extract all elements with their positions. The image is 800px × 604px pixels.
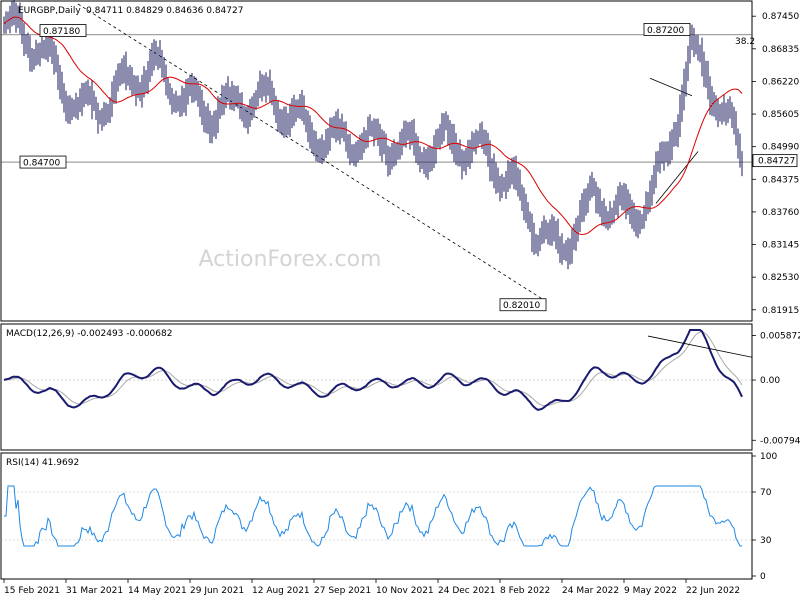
price-y-tick-label: 0.85605: [762, 110, 799, 120]
rsi-y-tick-label: 100: [760, 452, 777, 462]
x-tick-label: 10 Nov 2021: [376, 586, 434, 596]
channel-upper-line: [649, 77, 693, 97]
price-annotation-box: [643, 23, 691, 36]
watermark: ActionForex.com: [199, 247, 382, 272]
rsi-y-tick-label: 70: [760, 488, 772, 498]
x-tick-label: 27 Sep 2021: [314, 586, 371, 596]
current-price-label: 0.84727: [758, 157, 795, 167]
x-tick-label: 8 Feb 2022: [500, 586, 550, 596]
x-tick-label: 22 Jun 2022: [686, 586, 740, 596]
price-y-tick-label: 0.87450: [762, 12, 799, 22]
x-tick-label: 24 Dec 2021: [438, 586, 496, 596]
rsi-y-tick-label: 30: [760, 536, 772, 546]
macd-y-tick-label: 0.00: [760, 376, 780, 386]
x-tick-label: 29 Jun 2021: [190, 586, 244, 596]
macd-y-tick-label: -0.007945: [760, 436, 800, 446]
rsi-series-layer: [1, 485, 752, 547]
macd-line: [3, 329, 743, 411]
price-y-tick-label: 0.83145: [762, 241, 799, 251]
macd-series-layer: [1, 329, 753, 411]
price-y-tick-label: 0.84375: [762, 175, 799, 185]
fib-level-label: 38.2: [735, 37, 755, 47]
moving-average-line: [3, 16, 743, 236]
rsi-header: RSI(14) 41.9692: [6, 458, 79, 468]
axes-layer: 0.87450 0.86835 0.86220 0.85605 0.84990 0.843…: [3, 12, 800, 596]
price-y-tick-label: 0.82530: [762, 273, 799, 283]
x-tick-label: 15 Feb 2021: [4, 586, 60, 596]
price-annotation-label: 0.87180: [43, 27, 80, 37]
price-panel: [0, 0, 753, 322]
price-annotation-label: 0.82010: [503, 301, 540, 311]
price-annotation-box: [39, 24, 87, 37]
current-price-box: [752, 154, 798, 168]
price-y-tick-label: 0.86835: [762, 45, 799, 55]
price-y-tick-label: 0.86220: [762, 77, 799, 87]
price-header-symbol: EURGBP,Daily: [18, 6, 81, 16]
x-tick-label: 14 May 2021: [128, 586, 187, 596]
price-annotation-label: 0.84700: [23, 159, 60, 169]
rsi-line: [4, 485, 742, 547]
price-annotation-box: [19, 155, 67, 169]
x-tick-label: 9 May 2022: [624, 586, 677, 596]
rsi-y-tick-label: 0: [760, 572, 766, 582]
macd-panel: [0, 323, 753, 451]
x-tick-label: 31 Mar 2021: [66, 586, 123, 596]
price-y-tick-label: 0.83760: [762, 208, 799, 218]
channel-lower-line: [655, 151, 699, 204]
price-annotation-box: [499, 298, 547, 312]
x-tick-label: 12 Aug 2021: [252, 586, 310, 596]
price-y-tick-label: 0.81915: [762, 306, 799, 316]
price-header-ohlc: 0.84711 0.84829 0.84636 0.84727: [86, 6, 243, 16]
macd-header: MACD(12,26,9) -0.002493 -0.000682: [6, 329, 172, 339]
rsi-panel: [0, 452, 753, 580]
x-tick-label: 24 Mar 2022: [562, 586, 619, 596]
price-y-tick-label: 0.84990: [762, 143, 799, 153]
macd-trend-line: [647, 335, 753, 358]
price-annotation-label: 0.87200: [647, 26, 684, 36]
price-series-layer: 0.87180 0.87200 0.84700 0.82010: [1, 0, 752, 311]
macd-y-tick-label: 0.005872: [760, 332, 800, 342]
